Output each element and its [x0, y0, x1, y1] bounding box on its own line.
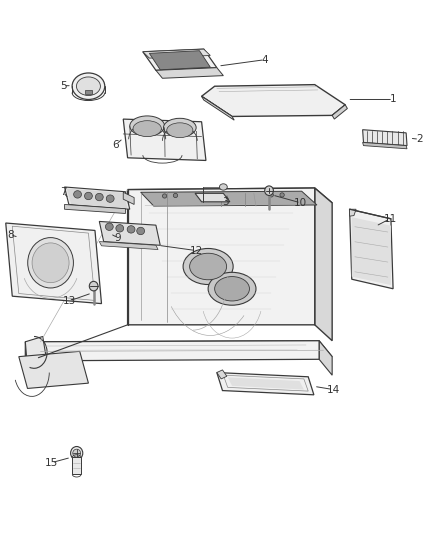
Polygon shape — [201, 96, 234, 120]
Ellipse shape — [167, 123, 193, 138]
Ellipse shape — [269, 193, 273, 197]
Ellipse shape — [106, 223, 113, 230]
Polygon shape — [123, 192, 134, 205]
Ellipse shape — [71, 447, 83, 460]
Ellipse shape — [74, 191, 81, 198]
Ellipse shape — [32, 243, 69, 282]
Polygon shape — [350, 209, 356, 216]
Ellipse shape — [72, 73, 105, 100]
Ellipse shape — [106, 195, 114, 203]
Ellipse shape — [130, 116, 165, 136]
Polygon shape — [19, 351, 88, 389]
Polygon shape — [352, 217, 391, 285]
Polygon shape — [72, 457, 81, 474]
Polygon shape — [127, 188, 332, 204]
Polygon shape — [156, 68, 223, 78]
Text: 15: 15 — [45, 458, 58, 467]
Polygon shape — [64, 187, 130, 209]
Polygon shape — [332, 105, 347, 119]
Text: 10: 10 — [294, 198, 307, 208]
Text: 2: 2 — [416, 134, 423, 144]
Ellipse shape — [190, 253, 226, 280]
Polygon shape — [127, 188, 315, 325]
Ellipse shape — [183, 248, 233, 285]
Ellipse shape — [219, 184, 227, 190]
Polygon shape — [123, 119, 206, 160]
Polygon shape — [25, 341, 332, 358]
Ellipse shape — [85, 192, 92, 200]
Polygon shape — [85, 91, 92, 94]
Polygon shape — [99, 241, 158, 249]
Ellipse shape — [127, 225, 135, 233]
Ellipse shape — [89, 281, 98, 291]
Polygon shape — [25, 336, 47, 368]
Polygon shape — [319, 341, 332, 375]
Text: 4: 4 — [261, 55, 268, 64]
Polygon shape — [228, 377, 304, 390]
Polygon shape — [143, 49, 210, 58]
Text: 9: 9 — [115, 233, 121, 243]
Polygon shape — [25, 341, 319, 361]
Polygon shape — [217, 373, 314, 395]
Ellipse shape — [137, 227, 145, 235]
Polygon shape — [201, 85, 345, 116]
Polygon shape — [64, 205, 125, 214]
Ellipse shape — [208, 272, 256, 305]
Polygon shape — [6, 223, 102, 304]
Ellipse shape — [28, 238, 74, 288]
Text: 3: 3 — [222, 197, 229, 207]
Polygon shape — [141, 191, 317, 206]
Text: 12: 12 — [190, 246, 203, 256]
Polygon shape — [363, 130, 407, 146]
Ellipse shape — [77, 77, 100, 95]
Ellipse shape — [215, 277, 250, 301]
Polygon shape — [149, 51, 210, 70]
Ellipse shape — [162, 194, 167, 198]
Ellipse shape — [280, 193, 284, 197]
Text: 5: 5 — [60, 80, 67, 91]
Ellipse shape — [133, 120, 161, 136]
Polygon shape — [363, 142, 407, 149]
Text: 11: 11 — [383, 214, 397, 224]
Ellipse shape — [265, 186, 273, 196]
Text: 6: 6 — [113, 140, 119, 150]
Text: 14: 14 — [326, 384, 339, 394]
Ellipse shape — [95, 193, 103, 201]
Polygon shape — [99, 221, 160, 245]
Ellipse shape — [73, 449, 81, 457]
Ellipse shape — [163, 118, 196, 137]
Text: 7: 7 — [60, 187, 67, 197]
Ellipse shape — [116, 224, 124, 232]
Polygon shape — [350, 209, 393, 289]
Text: 8: 8 — [7, 230, 14, 240]
Text: 1: 1 — [390, 94, 396, 104]
Polygon shape — [67, 189, 127, 208]
Text: 13: 13 — [63, 296, 76, 306]
Polygon shape — [195, 193, 230, 202]
Polygon shape — [143, 49, 217, 70]
Ellipse shape — [173, 193, 178, 198]
Polygon shape — [217, 370, 227, 379]
Polygon shape — [315, 188, 332, 341]
